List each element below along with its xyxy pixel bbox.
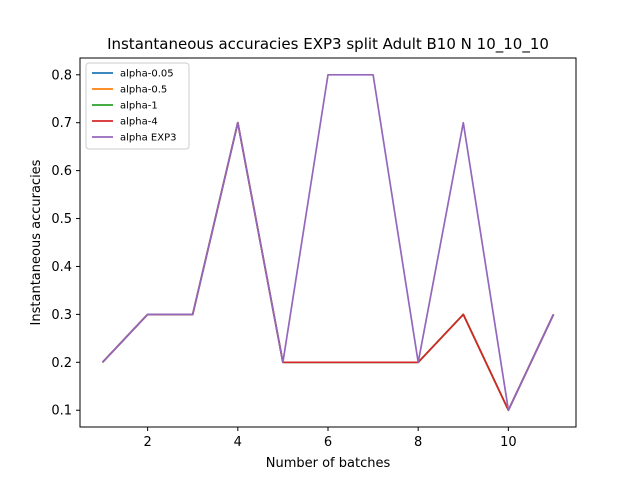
y-tick-label-7: 0.8: [51, 68, 72, 83]
legend: alpha-0.05 alpha-0.5 alpha-1 alpha-4 alpha E…: [85, 62, 190, 150]
series-line-4: [101, 73, 555, 412]
y-tick-label-5: 0.6: [51, 164, 72, 179]
x-tick-label-1: 4: [234, 435, 242, 450]
x-tick-label-4: 10: [500, 435, 517, 450]
y-axis-label: Instantaneous accuracies: [29, 159, 44, 325]
legend-label-1: alpha-0.5: [120, 85, 167, 96]
legend-box: [85, 62, 190, 150]
legend-label-3: alpha-4: [120, 117, 158, 128]
y-tick-label-0: 0.1: [51, 404, 72, 419]
y-tick-label-1: 0.2: [51, 356, 72, 371]
x-tick-label-3: 8: [414, 435, 422, 450]
legend-label-4: alpha EXP3: [120, 133, 176, 144]
y-tick-label-4: 0.5: [51, 212, 72, 227]
plot-frame: [79, 57, 577, 428]
legend-label-2: alpha-1: [120, 101, 158, 112]
series-layer: [101, 73, 555, 412]
y-tick-label-3: 0.4: [51, 260, 72, 275]
y-tick-label-2: 0.3: [51, 308, 72, 323]
x-tick-label-0: 2: [143, 435, 151, 450]
tick-layer: 2 4 6 8 10 0.1 0.2 0.3 0.4 0.5 0.6 0.7 0.8: [51, 68, 516, 450]
chart-title: Instantaneous accuracies EXP3 split Adul…: [107, 35, 549, 54]
x-axis-label: Number of batches: [266, 456, 391, 471]
legend-label-0: alpha-0.05: [120, 69, 174, 80]
x-tick-label-2: 6: [324, 435, 332, 450]
y-tick-label-6: 0.7: [51, 116, 72, 131]
